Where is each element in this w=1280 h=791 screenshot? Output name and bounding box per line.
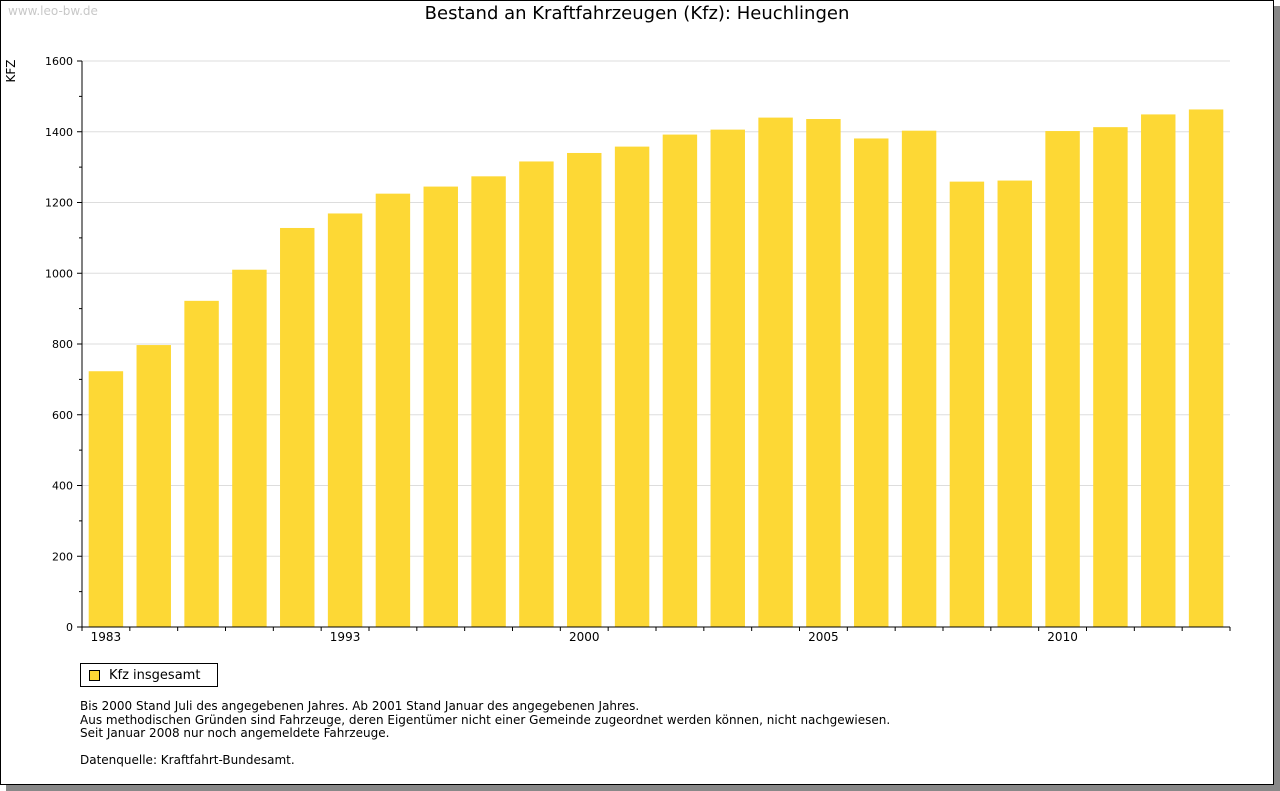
y-tick-label: 800 xyxy=(52,338,73,351)
bar xyxy=(1141,114,1176,627)
bars xyxy=(88,109,1224,628)
bar-chart: 0 200 400 600 800 1000 1200 1400 1600 1983 1993 20… xyxy=(4,55,1231,644)
bar xyxy=(854,138,889,627)
bar xyxy=(1188,109,1224,628)
data-source: Datenquelle: Kraftfahrt-Bundesamt. xyxy=(80,752,295,767)
x-tick-label: 2010 xyxy=(1047,630,1078,644)
bar xyxy=(806,119,841,627)
bar xyxy=(184,300,219,627)
footnotes: Bis 2000 Stand Juli des angegebenen Jahr… xyxy=(80,699,891,767)
bar xyxy=(519,161,554,627)
footnote-line: Bis 2000 Stand Juli des angegebenen Jahr… xyxy=(80,699,640,713)
legend-label: Kfz insgesamt xyxy=(109,668,201,683)
bar xyxy=(471,176,506,627)
y-tick-label: 0 xyxy=(66,621,73,634)
y-tick-label: 200 xyxy=(52,550,73,563)
bar xyxy=(710,129,745,627)
bar xyxy=(232,269,267,627)
watermark: www.leo-bw.de xyxy=(8,4,98,18)
bar xyxy=(327,213,363,627)
x-tick-label: 1993 xyxy=(330,630,361,644)
y-tick-label: 600 xyxy=(52,409,73,422)
bar xyxy=(614,146,650,628)
gridlines xyxy=(82,60,1230,557)
x-tick-label: 2005 xyxy=(808,630,839,644)
y-tick-label: 1400 xyxy=(45,126,73,139)
y-tick-label: 400 xyxy=(52,480,73,493)
bar xyxy=(136,345,171,627)
footnote-line: Aus methodischen Gründen sind Fahrzeuge,… xyxy=(80,712,891,727)
y-tick-labels: 0 200 400 600 800 1000 1200 1400 1600 xyxy=(45,55,73,634)
bar xyxy=(1093,127,1128,628)
bar xyxy=(567,152,602,627)
bar xyxy=(901,130,937,627)
bar xyxy=(997,180,1032,627)
x-tick-label: 1983 xyxy=(91,630,122,644)
bar xyxy=(1045,131,1080,628)
bar xyxy=(949,181,985,627)
y-tick-label: 1200 xyxy=(45,197,73,210)
bar xyxy=(280,227,315,627)
y-tick-label: 1600 xyxy=(45,55,73,68)
bar xyxy=(662,134,698,627)
bar xyxy=(375,193,411,627)
legend: Kfz insgesamt xyxy=(80,663,218,687)
footnote-line: Seit Januar 2008 nur noch angemeldete Fa… xyxy=(80,726,390,740)
x-tick-label: 2000 xyxy=(569,630,600,644)
chart-title: Bestand an Kraftfahrzeugen (Kfz): Heuchl… xyxy=(424,3,850,24)
bar xyxy=(88,371,124,627)
y-axis-label: KFZ xyxy=(4,60,18,83)
y-tick-label: 1000 xyxy=(45,267,73,280)
legend-swatch xyxy=(89,670,100,681)
bar xyxy=(423,186,458,628)
axes xyxy=(77,60,1231,631)
x-tick-labels: 1983 1993 2000 2005 2010 xyxy=(91,630,1078,644)
bar xyxy=(758,117,793,627)
